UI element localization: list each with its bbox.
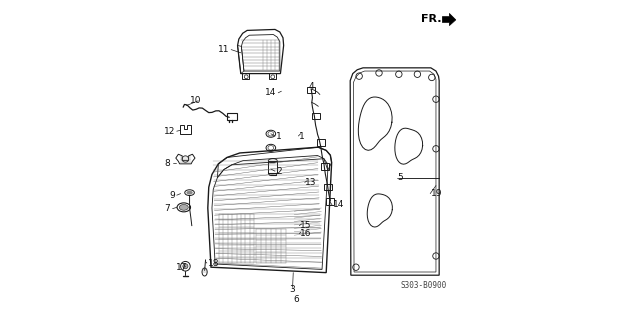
Text: 14: 14: [265, 88, 276, 97]
Text: 5: 5: [398, 173, 403, 182]
Bar: [321, 163, 329, 170]
Bar: [317, 139, 324, 146]
Text: 10: 10: [190, 96, 202, 105]
Text: 3: 3: [290, 285, 295, 294]
Text: 17: 17: [176, 263, 187, 272]
Bar: [307, 87, 315, 93]
Text: 16: 16: [300, 229, 311, 238]
Text: 8: 8: [164, 159, 170, 168]
Bar: [326, 198, 335, 205]
Text: 13: 13: [306, 178, 317, 187]
Circle shape: [183, 264, 188, 269]
Text: 7: 7: [164, 204, 170, 213]
Text: 14: 14: [333, 200, 344, 209]
Bar: [269, 73, 276, 79]
Text: 2: 2: [276, 167, 282, 176]
Text: 1: 1: [276, 132, 282, 140]
Text: 18: 18: [208, 259, 219, 268]
Text: 4: 4: [308, 82, 314, 91]
Bar: [268, 161, 277, 173]
Bar: [312, 113, 319, 119]
Text: FR.: FR.: [421, 14, 442, 24]
Text: S303-B0900: S303-B0900: [401, 281, 447, 290]
Polygon shape: [442, 13, 455, 26]
Text: 9: 9: [169, 191, 175, 200]
Text: 15: 15: [300, 221, 311, 230]
Bar: [243, 73, 249, 79]
Bar: [324, 184, 332, 190]
Text: 11: 11: [218, 45, 229, 54]
Text: 19: 19: [431, 189, 442, 198]
Text: 6: 6: [294, 295, 299, 304]
Ellipse shape: [180, 204, 188, 210]
Text: 1: 1: [299, 132, 305, 140]
Text: 12: 12: [163, 127, 175, 136]
Ellipse shape: [186, 191, 193, 195]
Bar: [227, 113, 237, 120]
